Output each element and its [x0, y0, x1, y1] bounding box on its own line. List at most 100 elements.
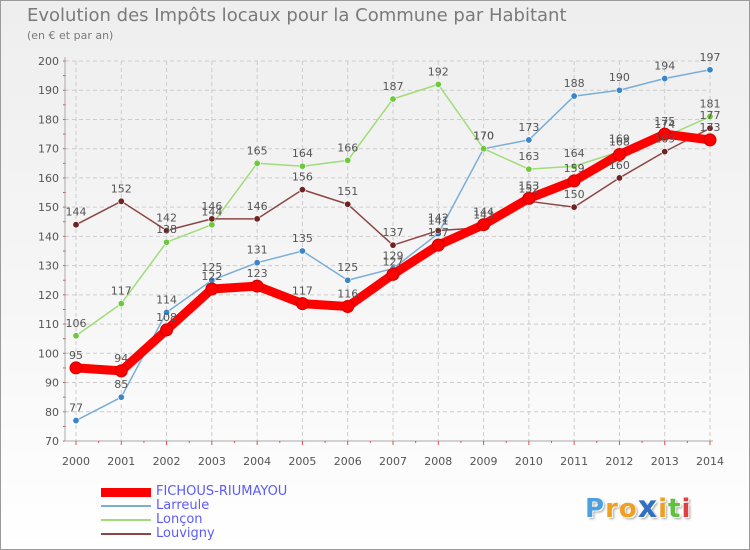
y-tick-label: 130 — [38, 260, 59, 273]
data-point — [344, 276, 352, 284]
data-label: 166 — [337, 141, 358, 154]
data-point — [389, 241, 397, 249]
data-point — [570, 162, 578, 170]
data-label: 194 — [654, 60, 675, 73]
logo-letter: i — [681, 494, 692, 524]
data-point — [525, 165, 533, 173]
data-label: 131 — [247, 244, 268, 257]
data-point — [298, 247, 306, 255]
data-label: 142 — [156, 212, 177, 225]
x-tick-label: 2014 — [696, 455, 724, 468]
y-tick-label: 80 — [45, 406, 59, 419]
data-point — [295, 297, 309, 311]
data-label: 197 — [700, 51, 721, 64]
data-label: 168 — [609, 136, 630, 149]
data-label: 177 — [700, 109, 721, 122]
data-point — [160, 323, 174, 337]
data-label: 138 — [156, 223, 177, 236]
data-label: 142 — [428, 212, 449, 225]
data-point — [431, 238, 445, 252]
data-point — [658, 127, 672, 141]
data-label: 160 — [609, 159, 630, 172]
x-tick-label: 2002 — [153, 455, 181, 468]
data-point — [114, 364, 128, 378]
data-point — [163, 308, 171, 316]
y-tick-label: 160 — [38, 172, 59, 185]
data-point — [661, 148, 669, 156]
y-tick-label: 150 — [38, 201, 59, 214]
data-point — [661, 75, 669, 83]
data-label: 169 — [609, 133, 630, 146]
data-label: 127 — [383, 255, 404, 268]
data-label: 122 — [201, 270, 222, 283]
x-tick-label: 2000 — [62, 455, 90, 468]
data-point — [615, 174, 623, 182]
data-label: 170 — [473, 130, 494, 143]
data-point — [344, 200, 352, 208]
data-point — [389, 95, 397, 103]
data-label: 106 — [66, 317, 87, 330]
legend-label: FICHOUS-RIUMAYOU — [156, 484, 288, 499]
chart-grid — [65, 60, 711, 442]
legend-label: Louvigny — [156, 526, 215, 541]
data-label: 135 — [292, 232, 313, 245]
data-point — [298, 186, 306, 194]
logo-letter: P — [585, 494, 606, 524]
y-tick-label: 100 — [38, 347, 59, 360]
data-point — [253, 259, 261, 267]
y-tick-label: 90 — [45, 377, 59, 390]
data-point — [522, 191, 536, 205]
y-tick-label: 110 — [38, 318, 59, 331]
data-point — [612, 148, 626, 162]
data-point — [208, 221, 216, 229]
data-point — [253, 215, 261, 223]
logo-letter: t — [668, 494, 682, 524]
data-point — [480, 145, 488, 153]
data-label: 116 — [337, 288, 358, 301]
data-label: 188 — [564, 77, 585, 90]
data-label: 164 — [564, 147, 585, 160]
y-tick-label: 200 — [38, 55, 59, 68]
y-tick-label: 70 — [45, 435, 59, 448]
logo-letter: x — [637, 490, 659, 525]
data-point — [253, 159, 261, 167]
data-label: 181 — [700, 98, 721, 111]
data-label: 175 — [654, 115, 675, 128]
x-tick-label: 2007 — [379, 455, 407, 468]
y-tick-label: 140 — [38, 230, 59, 243]
x-tick-label: 2005 — [288, 455, 316, 468]
data-label: 146 — [201, 200, 222, 213]
legend-swatch — [101, 519, 151, 521]
chart-subtitle: (en € et par an) — [27, 29, 114, 42]
data-label: 165 — [247, 144, 268, 157]
data-label: 169 — [654, 133, 675, 146]
data-point — [570, 203, 578, 211]
data-point — [344, 156, 352, 164]
legend-label: Lonçon — [156, 512, 203, 527]
legend-swatch — [101, 487, 151, 497]
data-label: 108 — [156, 311, 177, 324]
y-tick-label: 120 — [38, 289, 59, 302]
data-label: 152 — [111, 182, 132, 195]
data-label: 163 — [518, 150, 539, 163]
data-label: 125 — [201, 261, 222, 274]
data-label: 144 — [473, 206, 494, 219]
x-tick-label: 2006 — [334, 455, 362, 468]
data-label: 77 — [69, 402, 83, 415]
chart-axes: 7080901001101201301401501601701801902002… — [38, 55, 724, 468]
data-point — [570, 92, 578, 100]
chart-plot: 7080901001101201301401501601701801902002… — [38, 51, 724, 468]
logo-letter: o — [618, 494, 638, 524]
logo-letter: r — [605, 494, 619, 524]
data-label: 151 — [337, 185, 358, 198]
data-label: 117 — [111, 285, 132, 298]
data-label: 190 — [609, 71, 630, 84]
x-tick-label: 2013 — [651, 455, 679, 468]
data-label: 144 — [201, 206, 222, 219]
x-tick-label: 2010 — [515, 455, 543, 468]
chart-data-labels: 95 94 108 122 123 117 116 127 137 144 153 159 168 175… — [66, 51, 721, 415]
x-tick-label: 2004 — [243, 455, 271, 468]
data-label: 141 — [428, 214, 449, 227]
legend-swatch — [101, 505, 151, 507]
